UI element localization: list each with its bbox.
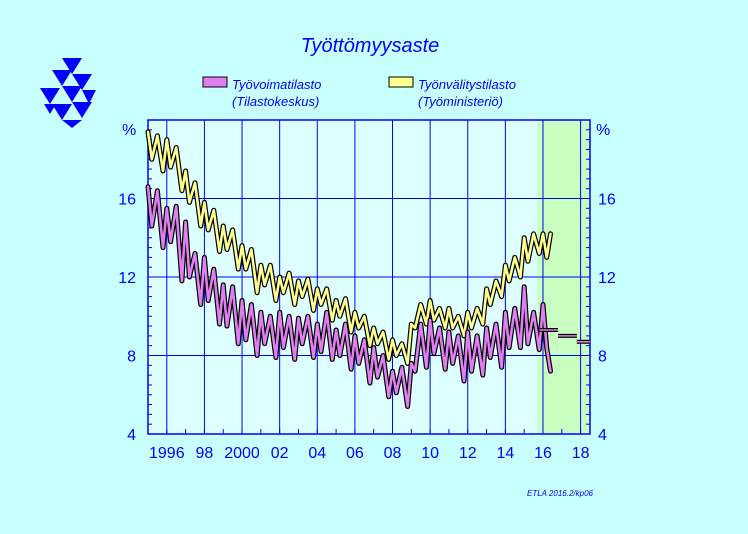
legend-label-labour-force: Työvoimatilasto — [232, 77, 321, 92]
series-layer — [145, 129, 553, 409]
legend-item-employment-service: Työnvälitystilasto (Työministeriö) — [388, 76, 516, 109]
forecast-layer — [539, 327, 590, 344]
x-tick-label-2008: 08 — [384, 445, 402, 462]
y-tick-labels-right: 4 8 12 16 — [598, 192, 616, 445]
x-tick-label-2018: 18 — [572, 445, 590, 462]
x-tick-label-2006: 06 — [346, 445, 364, 462]
y-tick-label-left-12: 12 — [118, 270, 136, 287]
x-tick-label-2014: 14 — [496, 445, 514, 462]
x-tick-labels: 1996 98 2000 02 04 06 08 10 12 14 16 18 — [149, 445, 590, 462]
x-tick-label-2004: 04 — [308, 445, 326, 462]
plot-frame — [147, 119, 591, 435]
x-tick-label-2010: 10 — [421, 445, 439, 462]
legend-item-labour-force: Työvoimatilasto (Tilastokeskus) — [202, 76, 321, 109]
y-tick-label-right-12: 12 — [598, 270, 616, 287]
legend-swatch-employment-service — [388, 76, 414, 88]
y-tick-label-right-4: 4 — [598, 427, 607, 444]
chart-title: Työttömyysaste — [301, 35, 440, 57]
legend-swatch-labour-force — [202, 76, 228, 88]
series-line-1 — [146, 130, 552, 365]
y-axis-label-right: % — [596, 122, 610, 139]
y-tick-label-left-8: 8 — [127, 349, 136, 366]
legend: Työvoimatilasto (Tilastokeskus) Työnväli… — [202, 76, 516, 109]
plot-area — [145, 119, 591, 435]
series-line-0 — [146, 185, 552, 408]
y-tick-label-right-8: 8 — [598, 349, 607, 366]
legend-sublabel-labour-force: (Tilastokeskus) — [232, 94, 319, 109]
y-tick-label-left-16: 16 — [118, 192, 136, 209]
legend-label-employment-service: Työnvälitystilasto — [418, 77, 516, 92]
x-tick-label-2000: 2000 — [224, 445, 260, 462]
x-tick-label-1998: 98 — [196, 445, 214, 462]
y-tick-labels-left: 4 8 12 16 — [118, 192, 136, 445]
y-tick-label-right-16: 16 — [598, 192, 616, 209]
x-tick-label-2016: 16 — [534, 445, 552, 462]
y-tick-label-left-4: 4 — [127, 427, 136, 444]
y-axis-label-left: % — [122, 122, 136, 139]
source-note: ETLA 2016.2/kp06 — [527, 489, 594, 498]
legend-sublabel-employment-service: (Työministeriö) — [418, 94, 503, 109]
x-tick-label-2012: 12 — [459, 445, 477, 462]
x-tick-label-1996: 1996 — [149, 445, 185, 462]
x-tick-label-2002: 02 — [271, 445, 289, 462]
etla-logo — [40, 58, 96, 128]
